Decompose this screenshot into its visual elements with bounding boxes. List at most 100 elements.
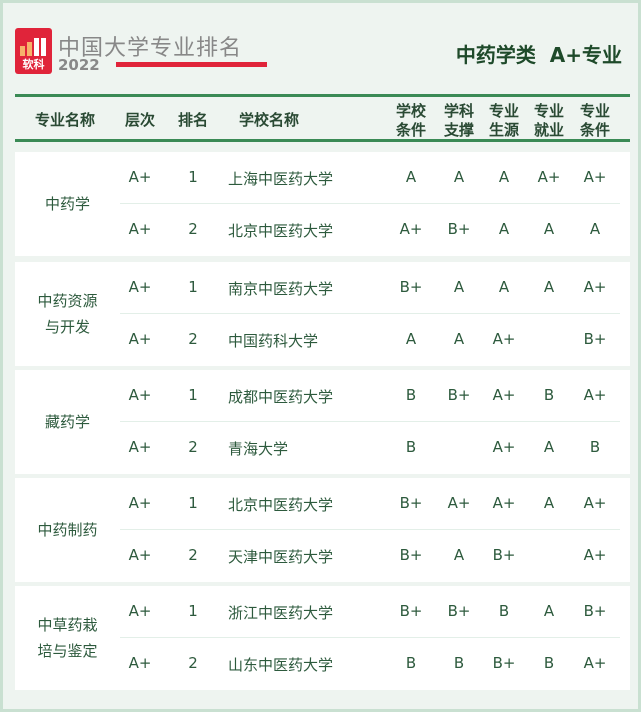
grade-cell: A+ (492, 330, 516, 348)
rank: 2 (188, 438, 198, 456)
table-row: A+ 2 天津中医药大学 B+ A B+ A+ (120, 530, 620, 582)
grade-cell: A (543, 438, 555, 456)
table-row: A+ 1 浙江中医药大学 B+ B+ B A B+ (120, 586, 620, 638)
rank: 1 (188, 386, 198, 404)
grade-cell: B (405, 386, 417, 404)
major-group: 藏药学 A+ 1 成都中医药大学 B B+ A+ B A+ A+ 2 青海大学 B A+ A B (15, 370, 630, 474)
school-name: 北京中医药大学 (228, 496, 334, 514)
school-name: 浙江中医药大学 (228, 604, 334, 622)
column-header: 专业名称 (34, 111, 95, 129)
rank: 1 (188, 278, 198, 296)
grade-cell: A+ (399, 220, 423, 238)
page-title: 中药学类 A+专业 (455, 43, 622, 67)
table-row: A+ 1 北京中医药大学 B+ A+ A+ A A+ (120, 478, 620, 530)
school-name: 青海大学 (228, 440, 289, 458)
column-header: 层次 (124, 111, 155, 129)
grade-cell: A+ (492, 386, 516, 404)
table-row: A+ 1 成都中医药大学 B B+ A+ B A+ (120, 370, 620, 422)
brand-title: 中国大学专业排名 (58, 36, 243, 61)
grade-cell: A (405, 168, 417, 186)
school-name: 成都中医药大学 (228, 388, 334, 406)
column-header: 专业 条件 (579, 102, 610, 139)
rank: 1 (188, 168, 198, 186)
rank: 2 (188, 546, 198, 564)
grade-cell: B+ (583, 330, 607, 348)
grade-cell: B+ (399, 546, 423, 564)
grade-cell: B (405, 654, 417, 672)
column-header: 学校名称 (238, 111, 299, 129)
grade-cell: B+ (399, 602, 423, 620)
grade-cell: B+ (447, 220, 471, 238)
level: A+ (128, 386, 152, 404)
grade-cell: B+ (492, 654, 516, 672)
major-group: 中药学 A+ 1 上海中医药大学 A A A A+ A+ A+ 2 北京中医药大学 A+ B+ A A A (15, 152, 630, 256)
table-row: A+ 1 南京中医药大学 B+ A A A A+ (120, 262, 620, 314)
grade-cell: A+ (583, 386, 607, 404)
grade-cell: A (453, 278, 465, 296)
grade-cell: B (589, 438, 601, 456)
grade-cell: A+ (492, 494, 516, 512)
rank: 1 (188, 494, 198, 512)
table-row: A+ 2 北京中医药大学 A+ B+ A A A (120, 204, 620, 256)
school-name: 天津中医药大学 (228, 548, 334, 566)
grade-cell: A (453, 330, 465, 348)
level: A+ (128, 654, 152, 672)
school-name: 中国药科大学 (228, 332, 319, 350)
grade-cell: A+ (537, 168, 561, 186)
grade-cell: B+ (399, 278, 423, 296)
column-header: 学校 条件 (395, 102, 426, 139)
grade-cell: B+ (492, 546, 516, 564)
level: A+ (128, 546, 152, 564)
table-row: A+ 2 中国药科大学 A A A+ B+ (120, 314, 620, 366)
level: A+ (128, 330, 152, 348)
major-group: 中草药栽 培与鉴定 A+ 1 浙江中医药大学 B+ B+ B A B+ A+ 2 山东中医药大学 B B B… (15, 586, 630, 690)
grade-cell: B (543, 654, 555, 672)
year: 2022 (58, 56, 100, 74)
ranking-card: 软科 中国大学专业排名 2022 中药学类 A+专业 专业名称 层次 排名 学校名称 学… (3, 3, 638, 709)
grade-cell: B+ (447, 602, 471, 620)
rank: 2 (188, 654, 198, 672)
grade-cell: B (543, 386, 555, 404)
level: A+ (128, 278, 152, 296)
header-top-line (15, 94, 630, 97)
grade-cell: A (589, 220, 601, 238)
grade-cell: A+ (583, 654, 607, 672)
grade-cell: B+ (447, 386, 471, 404)
column-header: 专业 生源 (488, 102, 519, 139)
grade-cell: B (453, 654, 465, 672)
grade-cell: A+ (447, 494, 471, 512)
rank: 2 (188, 330, 198, 348)
grade-cell: A+ (583, 278, 607, 296)
table-row: A+ 1 上海中医药大学 A A A A+ A+ (120, 152, 620, 204)
grade-cell: A+ (583, 168, 607, 186)
shanghai-ranking-logo: 软科 (15, 28, 52, 74)
level: A+ (128, 438, 152, 456)
major-group: 中药制药 A+ 1 北京中医药大学 B+ A+ A+ A A+ A+ 2 天津中医药大学 B+ A B+ A+ (15, 478, 630, 582)
grade-cell: A+ (583, 494, 607, 512)
school-name: 上海中医药大学 (228, 170, 334, 188)
grade-cell: B (405, 438, 417, 456)
school-name: 南京中医药大学 (228, 280, 334, 298)
major-group: 中药资源 与开发 A+ 1 南京中医药大学 B+ A A A A+ A+ 2 中国药科大学 A A A+ B+ (15, 262, 630, 366)
grade-cell: A (498, 168, 510, 186)
grade-cell: B (498, 602, 510, 620)
grade-cell: A (498, 220, 510, 238)
table-row: A+ 2 山东中医药大学 B B B+ B A+ (120, 638, 620, 690)
school-name: 北京中医药大学 (228, 222, 334, 240)
grade-cell: B+ (583, 602, 607, 620)
logo-text: 软科 (22, 58, 45, 71)
level: A+ (128, 220, 152, 238)
major-name: 中药学 (44, 195, 90, 213)
major-name: 藏药学 (44, 413, 90, 431)
major-name: 中药资源 与开发 (37, 292, 98, 336)
grade-cell: A (543, 220, 555, 238)
grade-cell: A (498, 278, 510, 296)
school-name: 山东中医药大学 (228, 656, 334, 674)
level: A+ (128, 602, 152, 620)
level: A+ (128, 168, 152, 186)
column-header: 专业 就业 (533, 102, 564, 139)
grade-cell: A+ (583, 546, 607, 564)
grade-cell: A (453, 168, 465, 186)
grade-cell: A (543, 278, 555, 296)
red-divider (116, 62, 267, 67)
